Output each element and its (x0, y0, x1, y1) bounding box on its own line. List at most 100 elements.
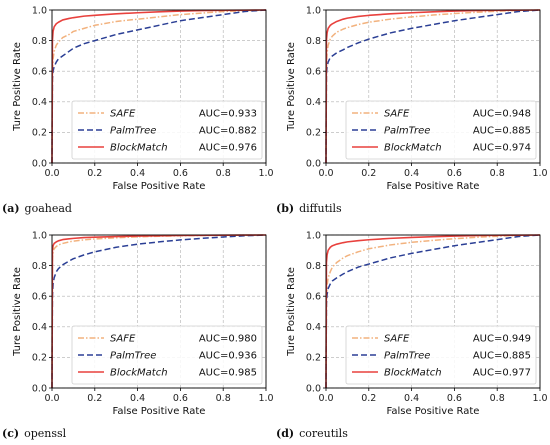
x-tick-label: 0.0 (44, 168, 59, 179)
y-axis-label: Ture Positive Rate (286, 42, 297, 132)
x-tick-label: 0.8 (490, 168, 505, 179)
series-line-blockmatch (325, 234, 541, 389)
y-tick-label: 0.0 (306, 158, 321, 169)
x-tick-label: 1.0 (258, 393, 273, 404)
legend-series-name: BlockMatch (110, 368, 168, 379)
series-line-safe (51, 9, 267, 164)
y-tick-label: 0.0 (306, 383, 321, 394)
x-tick-label: 1.0 (532, 393, 547, 404)
x-tick-label: 1.0 (532, 168, 547, 179)
y-tick-label: 0.2 (306, 353, 321, 364)
legend: SAFE AUC=0.949 PalmTree AUC=0.885 BlockMatch… (345, 325, 537, 385)
series-line-palmtree (325, 234, 541, 389)
legend-auc-value: AUC=0.976 (199, 143, 257, 154)
y-tick-label: 0.6 (32, 67, 47, 78)
chart-panel: 0.0 0.2 0.4 0.6 0.8 1.0 0.0 0.2 0.4 0.6 0.8 1.0 Fals… (276, 230, 548, 440)
series-line-blockmatch (325, 9, 541, 164)
y-tick-label: 0.0 (32, 383, 47, 394)
caption-letter: (a) (2, 202, 20, 215)
legend-series-name: SAFE (384, 109, 410, 120)
x-tick-label: 0.0 (44, 393, 59, 404)
series-line-palmtree (51, 234, 267, 389)
y-axis-label: Ture Positive Rate (12, 42, 23, 132)
x-tick-label: 0.4 (130, 393, 145, 404)
y-tick-label: 0.4 (306, 322, 321, 333)
x-axis-label: False Positive Rate (113, 406, 206, 417)
axes-frame (51, 9, 267, 164)
x-tick-label: 0.6 (173, 393, 188, 404)
x-tick-label: 0.6 (447, 168, 462, 179)
x-tick-label: 0.4 (404, 168, 419, 179)
panel-caption: (c) openssl (2, 427, 67, 440)
y-tick-label: 0.0 (32, 158, 47, 169)
legend: SAFE AUC=0.948 PalmTree AUC=0.885 BlockMatch… (345, 100, 537, 160)
x-tick-label: 0.0 (318, 168, 333, 179)
axes-frame (325, 234, 541, 389)
x-tick-label: 0.4 (404, 393, 419, 404)
y-tick-label: 0.6 (32, 292, 47, 303)
legend-series-name: PalmTree (110, 126, 156, 137)
y-tick-label: 0.4 (306, 97, 321, 108)
legend-auc-value: AUC=0.885 (473, 126, 531, 137)
legend-series-name: BlockMatch (384, 368, 442, 379)
legend-series-name: SAFE (110, 334, 136, 345)
panel-caption: (b) diffutils (276, 202, 342, 215)
x-tick-label: 0.2 (87, 168, 102, 179)
x-tick-label: 0.2 (87, 393, 102, 404)
legend-series-name: BlockMatch (110, 143, 168, 154)
legend-auc-value: AUC=0.885 (473, 351, 531, 362)
legend-auc-value: AUC=0.948 (473, 109, 531, 120)
y-tick-label: 0.8 (32, 36, 47, 47)
legend-box (345, 325, 537, 385)
caption-letter: (c) (2, 427, 19, 440)
caption-name: coreutils (299, 427, 348, 440)
series-line-palmtree (51, 9, 267, 164)
x-tick-label: 0.2 (361, 168, 376, 179)
x-axis-label: False Positive Rate (387, 181, 480, 192)
legend-series-name: PalmTree (110, 351, 156, 362)
legend-auc-value: AUC=0.882 (199, 126, 257, 137)
y-tick-label: 0.8 (306, 36, 321, 47)
x-tick-label: 0.6 (447, 393, 462, 404)
y-tick-label: 0.4 (32, 322, 47, 333)
x-axis-label: False Positive Rate (387, 406, 480, 417)
x-tick-label: 1.0 (258, 168, 273, 179)
y-tick-label: 0.2 (306, 128, 321, 139)
y-tick-label: 0.6 (306, 67, 321, 78)
y-tick-label: 1.0 (32, 5, 47, 16)
y-tick-label: 0.6 (306, 292, 321, 303)
series-line-safe (325, 9, 541, 164)
legend-series-name: BlockMatch (384, 143, 442, 154)
legend-auc-value: AUC=0.977 (473, 368, 531, 379)
series-line-safe (325, 234, 541, 389)
legend-auc-value: AUC=0.985 (199, 368, 257, 379)
x-tick-label: 0.0 (318, 393, 333, 404)
x-tick-label: 0.4 (130, 168, 145, 179)
caption-letter: (d) (276, 427, 294, 440)
legend: SAFE AUC=0.980 PalmTree AUC=0.936 BlockMatch… (71, 325, 263, 385)
legend-auc-value: AUC=0.974 (473, 143, 531, 154)
legend-auc-value: AUC=0.949 (473, 334, 531, 345)
panel-caption: (a) goahead (2, 202, 72, 215)
axes-frame (325, 9, 541, 164)
legend-series-name: SAFE (384, 334, 410, 345)
y-tick-label: 1.0 (32, 230, 47, 241)
legend: SAFE AUC=0.933 PalmTree AUC=0.882 BlockMatch… (71, 100, 263, 160)
x-tick-label: 0.6 (173, 168, 188, 179)
caption-name: openssl (24, 427, 67, 440)
chart-panel: 0.0 0.2 0.4 0.6 0.8 1.0 0.0 0.2 0.4 0.6 0.8 1.0 Fals… (276, 5, 548, 215)
legend-auc-value: AUC=0.933 (199, 109, 257, 120)
x-tick-label: 0.2 (361, 393, 376, 404)
legend-series-name: SAFE (110, 109, 136, 120)
y-tick-label: 0.2 (32, 128, 47, 139)
series-line-palmtree (325, 9, 541, 164)
y-tick-label: 1.0 (306, 5, 321, 16)
x-axis-label: False Positive Rate (113, 181, 206, 192)
panel-caption: (d) coreutils (276, 427, 348, 440)
y-tick-label: 0.2 (32, 353, 47, 364)
y-tick-label: 0.4 (32, 97, 47, 108)
chart-panel: 0.0 0.2 0.4 0.6 0.8 1.0 0.0 0.2 0.4 0.6 0.8 1.0 Fals… (2, 230, 274, 440)
y-axis-label: Ture Positive Rate (12, 267, 23, 357)
legend-box (71, 100, 263, 160)
